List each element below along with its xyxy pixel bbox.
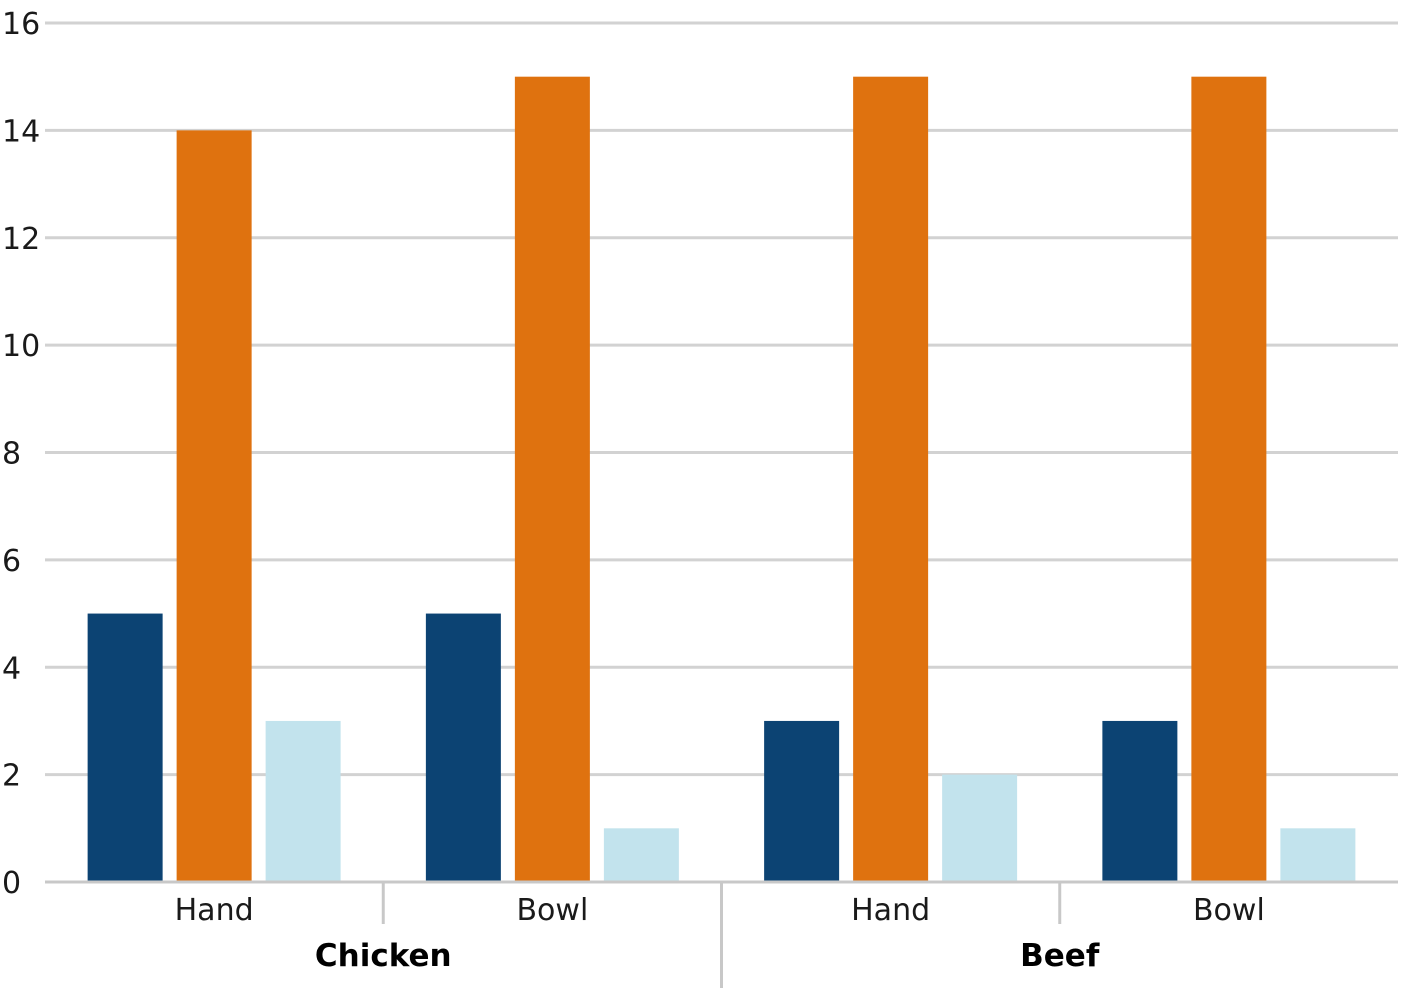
bar: [1102, 720, 1178, 882]
y-tick-label: 2: [2, 759, 21, 794]
x-axis-category-labels: Hand Bowl Hand Bowl: [175, 893, 1265, 928]
x-category-label: Bowl: [516, 893, 588, 928]
y-tick-label: 14: [2, 114, 40, 149]
bar: [87, 613, 163, 882]
x-category-label: Hand: [851, 893, 930, 928]
x-group-label: Beef: [1020, 938, 1100, 974]
y-tick-label: 8: [2, 437, 21, 472]
bar: [764, 720, 840, 882]
bar: [425, 613, 501, 882]
bar: [853, 76, 929, 882]
x-group-label: Chicken: [315, 938, 452, 974]
y-tick-label: 0: [2, 866, 21, 901]
y-tick-label: 4: [2, 651, 21, 686]
bar: [603, 828, 679, 882]
bar: [265, 720, 341, 882]
bar: [942, 774, 1018, 882]
y-tick-label: 10: [2, 329, 40, 364]
y-axis-tick-labels: 0 2 4 6 8 10 12 14 16: [2, 7, 40, 901]
y-tick-label: 12: [2, 222, 40, 257]
x-axis: [45, 880, 1398, 988]
x-axis-group-labels: Chicken Beef: [315, 938, 1100, 974]
x-category-label: Hand: [175, 893, 254, 928]
bar: [1191, 76, 1267, 882]
y-tick-label: 6: [2, 544, 21, 579]
gridlines: [45, 21, 1398, 777]
x-category-label: Bowl: [1193, 893, 1265, 928]
y-tick-label: 16: [2, 7, 40, 42]
bar: [176, 130, 252, 882]
bars: [87, 76, 1356, 882]
bar: [1280, 828, 1356, 882]
bar: [514, 76, 590, 882]
